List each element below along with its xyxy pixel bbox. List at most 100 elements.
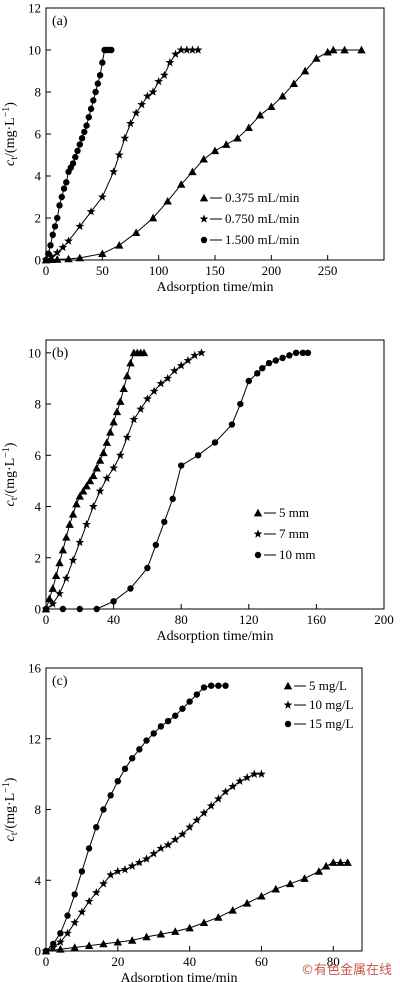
data-point <box>154 76 164 86</box>
data-point <box>215 682 222 689</box>
data-point <box>129 414 139 424</box>
data-point <box>94 80 102 87</box>
y-label-sup: −1 <box>1 107 12 118</box>
x-tick-label: 60 <box>255 954 268 969</box>
x-axis-label: Adsorption time/min <box>156 629 273 644</box>
data-point <box>156 378 166 388</box>
data-point <box>84 896 94 906</box>
data-point <box>163 373 173 383</box>
data-point <box>78 868 86 875</box>
x-tick-label: 200 <box>374 612 394 627</box>
data-point <box>144 564 151 572</box>
data-point <box>150 730 157 737</box>
data-point <box>87 105 95 113</box>
panel-label: (a) <box>52 14 68 29</box>
data-point <box>278 92 287 100</box>
data-point <box>343 858 352 866</box>
data-point <box>131 228 141 237</box>
data-point <box>312 54 321 62</box>
y-label-close: ) <box>3 777 18 782</box>
data-point <box>114 150 124 159</box>
data-point <box>249 769 259 778</box>
data-point <box>206 801 216 810</box>
data-point <box>58 193 65 201</box>
plot-frame <box>45 339 385 610</box>
data-point <box>100 806 107 813</box>
legend-label: 15 mg/L <box>309 716 353 731</box>
data-point <box>136 404 146 413</box>
data-point <box>199 808 209 817</box>
data-point <box>210 146 220 155</box>
data-point <box>71 891 78 898</box>
data-point <box>75 253 84 262</box>
data-point <box>149 386 159 395</box>
legend-label: 1.500 mL/min <box>225 232 300 247</box>
data-point <box>254 370 261 377</box>
y-label-sub: t <box>9 832 20 835</box>
y-label-base: c <box>3 499 18 506</box>
data-point <box>178 462 185 469</box>
data-point <box>156 929 166 938</box>
y-tick-label: 12 <box>28 1 41 16</box>
data-point <box>265 359 273 367</box>
data-point <box>286 352 293 359</box>
data-point <box>321 861 331 870</box>
legend-marker <box>253 508 263 517</box>
x-tick-label: 40 <box>183 954 196 969</box>
y-label-unit: /(mg·L <box>3 117 18 157</box>
data-point <box>109 463 118 472</box>
legend-marker <box>199 193 209 202</box>
y-label-sub: t <box>9 497 20 500</box>
y-tick-label: 0 <box>35 602 42 617</box>
data-point <box>106 428 115 436</box>
data-point <box>99 59 106 66</box>
data-point <box>199 155 208 163</box>
y-label-close: ) <box>3 102 18 107</box>
y-tick-label: 0 <box>35 253 42 268</box>
data-point <box>329 45 338 54</box>
data-point <box>52 248 62 257</box>
data-point <box>177 180 186 188</box>
x-tick-label: 80 <box>175 612 188 627</box>
series-star <box>41 769 266 955</box>
data-point <box>85 845 93 852</box>
data-point <box>75 221 85 231</box>
x-tick-label: 80 <box>327 954 340 969</box>
data-point <box>57 930 64 937</box>
y-label-base: c <box>3 834 18 841</box>
chart-panel-c: 0 20 40 60 80 0 4 8 12 16 (c) Adsorption time/min ct… <box>1 661 363 982</box>
legend-marker <box>199 214 209 223</box>
data-point <box>110 598 117 605</box>
data-point <box>64 254 73 263</box>
data-point <box>179 705 186 712</box>
y-tick-label: 4 <box>35 873 42 888</box>
legend-label: 5 mg/L <box>309 678 347 693</box>
data-point <box>75 537 85 547</box>
series-circle <box>42 349 312 613</box>
data-point <box>91 888 101 897</box>
data-point <box>70 918 80 927</box>
data-point <box>47 252 57 261</box>
data-point <box>194 452 202 459</box>
data-point <box>120 865 130 874</box>
y-label-sup: −1 <box>1 782 12 793</box>
y-tick-label: 16 <box>28 661 42 676</box>
x-tick-label: 0 <box>43 263 50 278</box>
data-point <box>95 456 105 464</box>
panel-label: (b) <box>52 346 69 361</box>
y-axis-label: ct/(mg·L−1) <box>1 442 20 506</box>
data-point <box>92 463 101 472</box>
data-point <box>45 594 54 603</box>
legend: 5 mg/L 10 mg/L 15 mg/L <box>283 678 353 731</box>
data-point <box>228 906 237 914</box>
x-tick-label: 20 <box>111 954 124 969</box>
data-point <box>329 858 338 866</box>
data-point <box>54 214 61 222</box>
data-point <box>76 141 84 148</box>
data-point <box>42 605 50 613</box>
x-tick-label: 0 <box>43 954 50 969</box>
data-point <box>172 712 179 719</box>
x-tick-label: 150 <box>205 263 225 278</box>
y-tick-label: 0 <box>35 944 42 959</box>
data-point <box>120 133 130 142</box>
